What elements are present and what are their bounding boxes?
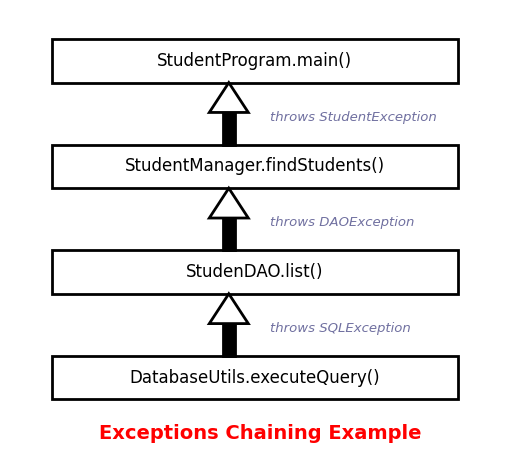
Text: Exceptions Chaining Example: Exceptions Chaining Example — [99, 424, 421, 443]
FancyBboxPatch shape — [52, 39, 458, 83]
Text: DatabaseUtils.executeQuery(): DatabaseUtils.executeQuery() — [129, 369, 380, 386]
Text: throws StudentException: throws StudentException — [270, 111, 437, 123]
Polygon shape — [223, 324, 235, 356]
Polygon shape — [209, 188, 249, 218]
Polygon shape — [223, 112, 235, 145]
Polygon shape — [223, 324, 235, 356]
Text: StudentProgram.main(): StudentProgram.main() — [157, 52, 353, 70]
Text: throws DAOException: throws DAOException — [270, 216, 415, 229]
FancyBboxPatch shape — [52, 250, 458, 294]
Text: throws SQLException: throws SQLException — [270, 322, 411, 335]
FancyBboxPatch shape — [52, 356, 458, 399]
Polygon shape — [223, 218, 235, 250]
Polygon shape — [209, 83, 249, 112]
Text: StudentManager.findStudents(): StudentManager.findStudents() — [125, 157, 385, 175]
Polygon shape — [209, 294, 249, 324]
Polygon shape — [223, 112, 235, 145]
FancyBboxPatch shape — [52, 145, 458, 188]
Text: StudenDAO.list(): StudenDAO.list() — [186, 263, 323, 281]
Polygon shape — [223, 218, 235, 250]
